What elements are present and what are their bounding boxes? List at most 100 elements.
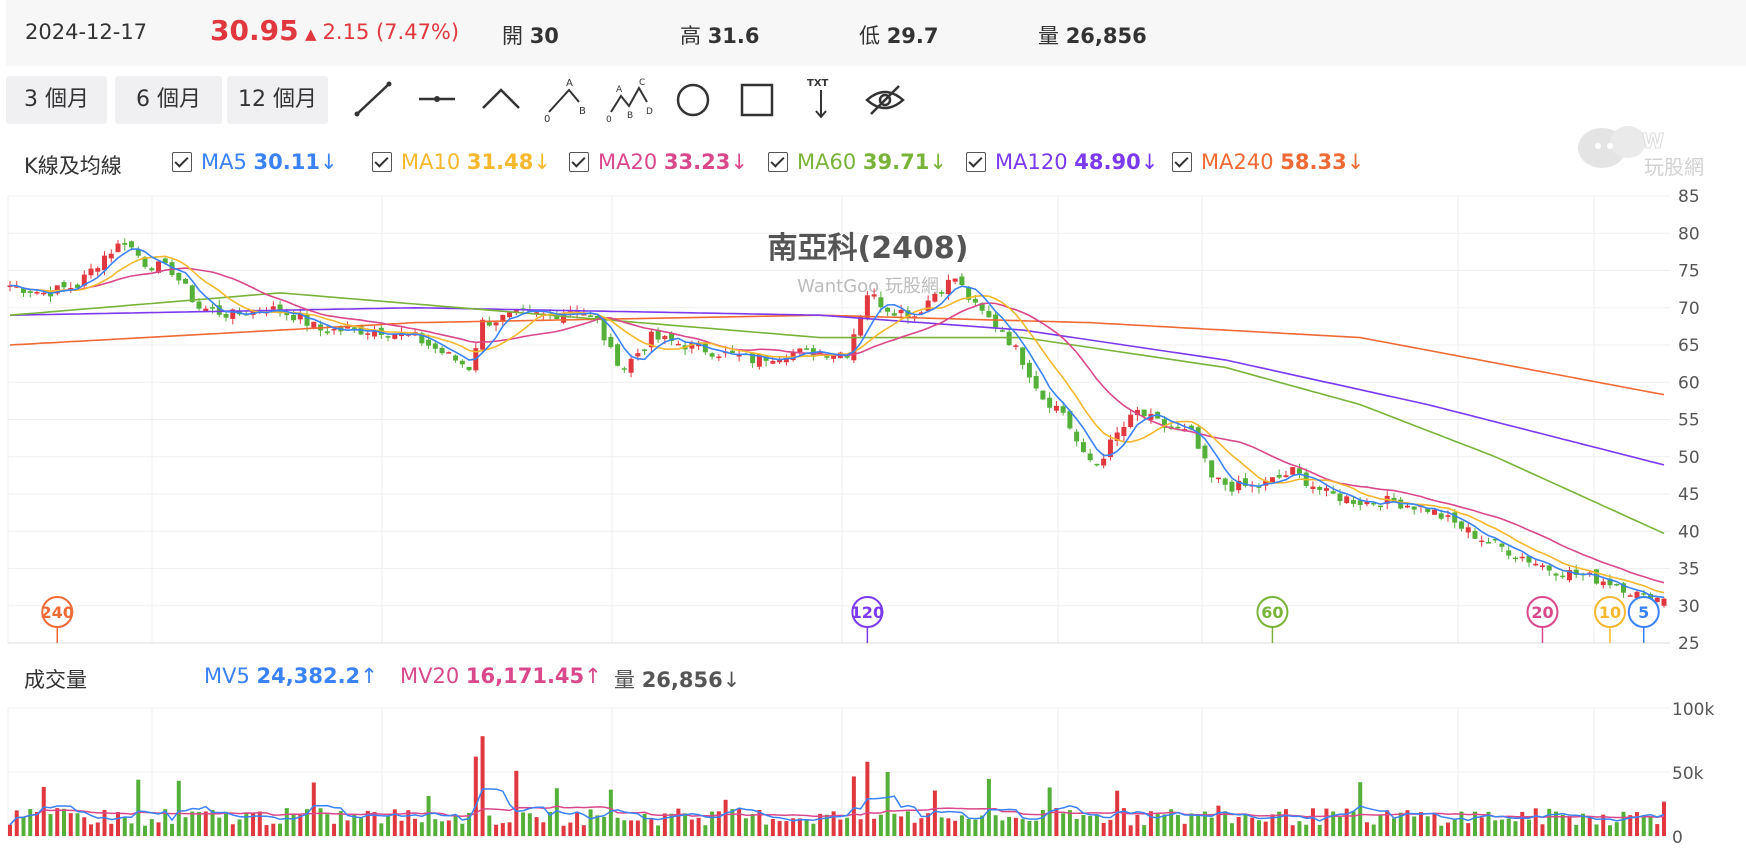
volume-bar: [824, 814, 829, 836]
candle: [223, 314, 229, 318]
candle: [378, 327, 384, 335]
ma-name: MA60: [797, 150, 857, 174]
ma-legend-ma20[interactable]: MA20 33.23↓: [569, 150, 748, 174]
angle-line-icon[interactable]: [477, 76, 525, 124]
horizontal-line-icon[interactable]: [413, 76, 461, 124]
candle: [358, 325, 364, 335]
volume-bar: [257, 811, 262, 836]
candle: [621, 368, 627, 370]
volume-bar: [1601, 814, 1606, 836]
ma-checkbox[interactable]: [569, 152, 589, 172]
volume-bar: [791, 818, 796, 836]
trend-line-icon[interactable]: [349, 76, 397, 124]
ma-checkbox[interactable]: [1172, 152, 1192, 172]
volume-bar: [305, 809, 310, 836]
hide-icon[interactable]: [861, 76, 909, 124]
candle: [1647, 594, 1653, 604]
volume-bar: [845, 817, 850, 836]
candle: [1337, 493, 1343, 502]
candle: [1323, 488, 1329, 491]
candle: [1512, 557, 1518, 560]
candle: [412, 332, 418, 336]
text-icon[interactable]: TXT: [797, 76, 845, 124]
candle: [1148, 413, 1154, 420]
volume-bar: [433, 819, 438, 836]
candle: [675, 343, 681, 346]
ma-legend-ma60[interactable]: MA60 39.71↓: [768, 150, 947, 174]
ma-checkbox[interactable]: [966, 152, 986, 172]
quote-change: ▲ 2.15 (7.47%): [305, 20, 459, 44]
volume-bar: [730, 809, 735, 836]
volume-bar: [156, 822, 161, 836]
ma-line-ma5: [9, 248, 1665, 599]
volume-bar: [1088, 815, 1093, 836]
volume-bar: [919, 818, 924, 836]
ma-checkbox[interactable]: [372, 152, 392, 172]
volume-bar: [89, 824, 94, 836]
candle: [41, 292, 47, 295]
candle: [1566, 570, 1572, 581]
volume-bar: [959, 815, 964, 836]
candle: [1053, 405, 1059, 411]
candle: [547, 313, 553, 316]
candle: [1114, 432, 1120, 441]
ma-checkbox[interactable]: [172, 152, 192, 172]
candle: [540, 313, 546, 316]
candle: [1067, 410, 1073, 429]
price-tick-label: 70: [1678, 299, 1700, 319]
volume-bar: [1223, 811, 1228, 836]
mv20-line: [9, 805, 1665, 826]
candle: [1654, 597, 1660, 602]
candle: [1499, 543, 1505, 547]
volume-bar: [197, 811, 202, 836]
ma-checkbox[interactable]: [768, 152, 788, 172]
candle: [939, 292, 945, 294]
volume-bar: [662, 813, 667, 836]
volume-bar: [521, 812, 526, 836]
candle: [135, 249, 141, 256]
candle: [1080, 442, 1086, 452]
candle: [729, 350, 735, 354]
candle: [399, 332, 405, 337]
candle: [642, 349, 648, 351]
svg-text:0: 0: [544, 114, 550, 124]
volume-bar: [419, 822, 424, 836]
candle: [426, 339, 432, 346]
price-tick-label: 55: [1678, 411, 1700, 431]
candle: [1641, 593, 1647, 595]
candle: [1026, 362, 1032, 378]
volume-bar: [338, 811, 343, 836]
marker-circle: [1593, 596, 1626, 628]
ma-legend-ma10[interactable]: MA10 31.48↓: [372, 150, 551, 174]
volume-bar: [210, 809, 215, 836]
volume-bar: [1472, 811, 1477, 836]
ma-legend-ma240[interactable]: MA240 58.33↓: [1172, 150, 1364, 174]
volume-bar: [271, 823, 276, 836]
volume-bar: [109, 823, 114, 836]
circle-icon[interactable]: [669, 76, 717, 124]
volume-bar: [737, 809, 742, 836]
ma-legend-ma120[interactable]: MA120 48.90↓: [966, 150, 1158, 174]
volume-bar: [1020, 819, 1025, 836]
abc-pattern-icon[interactable]: 0 A B: [541, 76, 589, 124]
period-6m-button[interactable]: 6 個月: [115, 76, 222, 124]
abcd-pattern-icon[interactable]: 0 A B C D: [605, 76, 653, 124]
ma-legend-ma5[interactable]: MA5 30.11↓: [172, 150, 338, 174]
rectangle-icon[interactable]: [733, 76, 781, 124]
volume-bar: [1432, 812, 1437, 836]
volume-bar: [48, 814, 53, 836]
volume-bar: [1351, 810, 1356, 836]
candle: [466, 366, 472, 371]
volume-bar: [1000, 820, 1005, 836]
candle: [1411, 506, 1417, 510]
volume-bar: [818, 813, 823, 836]
period-12m-button[interactable]: 12 個月: [227, 76, 328, 124]
candle: [554, 314, 560, 320]
volume-bar: [244, 812, 249, 836]
candle: [1438, 513, 1444, 519]
price-tick-label: 80: [1678, 224, 1700, 244]
period-3m-button[interactable]: 3 個月: [6, 76, 107, 124]
candle: [1344, 496, 1350, 504]
volume-bar: [1054, 808, 1059, 836]
